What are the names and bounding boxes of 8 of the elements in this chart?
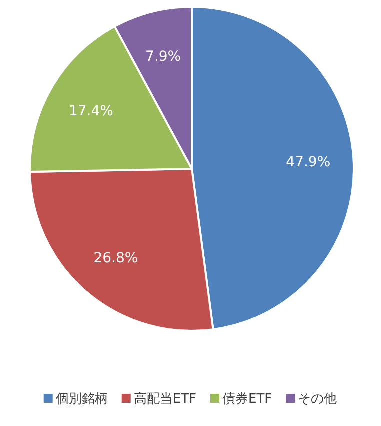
data-label: 17.4% — [68, 103, 114, 120]
data-label: 26.8% — [94, 250, 138, 266]
legend-label: 債券ETF — [222, 392, 272, 407]
legend-label: その他 — [298, 392, 338, 407]
data-label: 7.9% — [146, 48, 182, 65]
data-label: 47.9% — [286, 154, 331, 170]
legend-label: 高配当ETF — [134, 391, 196, 407]
legend-label: 個別銘柄 — [56, 392, 108, 407]
